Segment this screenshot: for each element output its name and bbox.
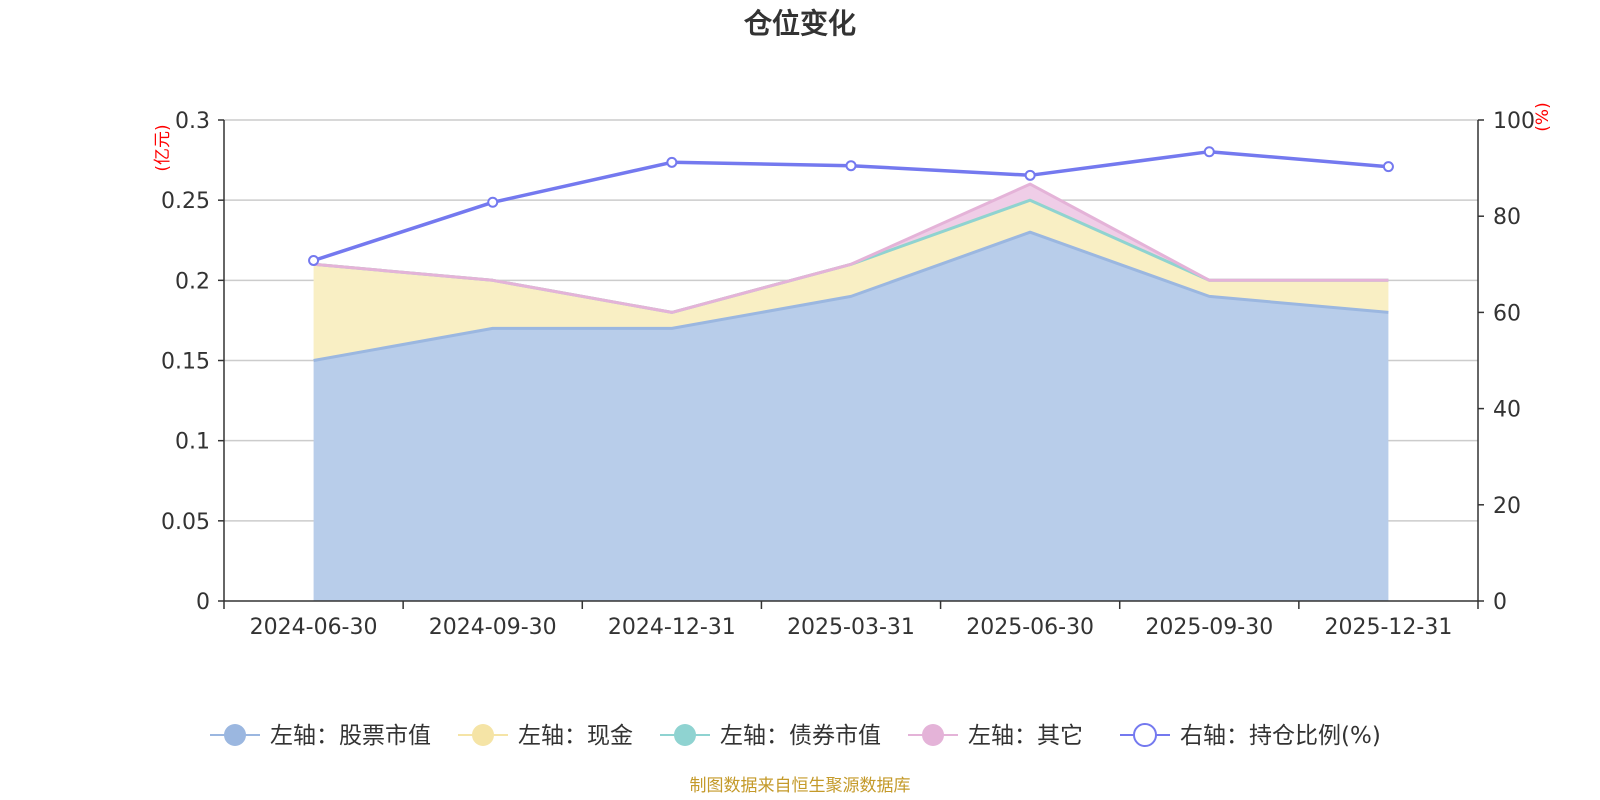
left-axis-tick-label: 0.25 [161,189,210,214]
left-axis-tick-label: 0.05 [161,510,210,535]
holding-ratio-point[interactable] [1024,169,1036,181]
right-axis-tick-label: 40 [1493,398,1521,423]
legend-item[interactable]: 右轴：持仓比例(%) [1120,723,1381,749]
legend-marker-icon [1133,723,1157,747]
x-axis-tick-label: 2025-06-30 [966,615,1094,640]
holding-ratio-point[interactable] [487,196,499,208]
legend-label: 右轴：持仓比例(%) [1180,723,1381,749]
holding-ratio-point[interactable] [666,156,678,168]
axes [218,119,1484,609]
holding-ratio-point[interactable] [1203,146,1215,158]
right-axis-tick-label: 0 [1493,590,1507,615]
area-line-0 [313,230,1389,362]
left-axis-tick-label: 0 [196,590,210,615]
x-axis-tick-label: 2024-09-30 [429,615,557,640]
x-axis-tick-label: 2025-03-31 [787,615,915,640]
legend-marker-icon [922,724,944,746]
left-axis-tick-label: 0.15 [161,350,210,375]
legend-marker-icon [224,724,246,746]
x-axis-tick-label: 2024-12-31 [608,615,736,640]
right-axis-tick-label: 80 [1493,205,1521,230]
legend-item[interactable]: 左轴：现金 [458,723,633,749]
chart-title: 仓位变化 [744,7,856,40]
legend-label: 左轴：股票市值 [270,723,431,749]
legend-label: 左轴：现金 [518,723,633,749]
legend-item[interactable]: 左轴：股票市值 [210,723,431,749]
series-lines [308,146,1394,362]
area-line-3 [313,182,1389,314]
legend-item[interactable]: 左轴：其它 [908,723,1083,749]
right-axis-tick-label: 60 [1493,301,1521,326]
right-axis-tick-label: 20 [1493,494,1521,519]
legend-marker-icon [674,724,696,746]
left-axis-tick-label: 0.3 [175,109,210,134]
x-axis-tick-label: 2025-09-30 [1145,615,1273,640]
left-axis-tick-label: 0.1 [175,430,210,455]
holding-ratio-point[interactable] [1382,161,1394,173]
area-series [313,184,1389,601]
right-axis-unit: (%) [1533,102,1553,131]
legend[interactable]: 左轴：股票市值 左轴：现金 左轴：债券市值 左轴：其它 右轴：持仓比例(%) [210,723,1381,749]
area-fill-0 [313,232,1389,601]
legend-marker-icon [472,724,494,746]
tick-labels: 0 0.05 0.1 0.15 0.2 0.25 0.3 0 20 40 60 80 100 2024-0… [161,109,1535,640]
right-axis-tick-label: 100 [1493,109,1535,134]
left-axis-tick-label: 0.2 [175,269,210,294]
left-axis-unit: (亿元) [153,124,173,171]
legend-label: 左轴：其它 [968,723,1083,749]
holding-ratio-point[interactable] [845,160,857,172]
legend-label: 左轴：债券市值 [720,723,881,749]
x-axis-tick-label: 2024-06-30 [250,615,378,640]
x-axis-tick-label: 2025-12-31 [1324,615,1452,640]
holding-ratio-point[interactable] [308,254,320,266]
legend-item[interactable]: 左轴：债券市值 [660,723,881,749]
source-footer: 制图数据来自恒生聚源数据库 [690,776,911,796]
